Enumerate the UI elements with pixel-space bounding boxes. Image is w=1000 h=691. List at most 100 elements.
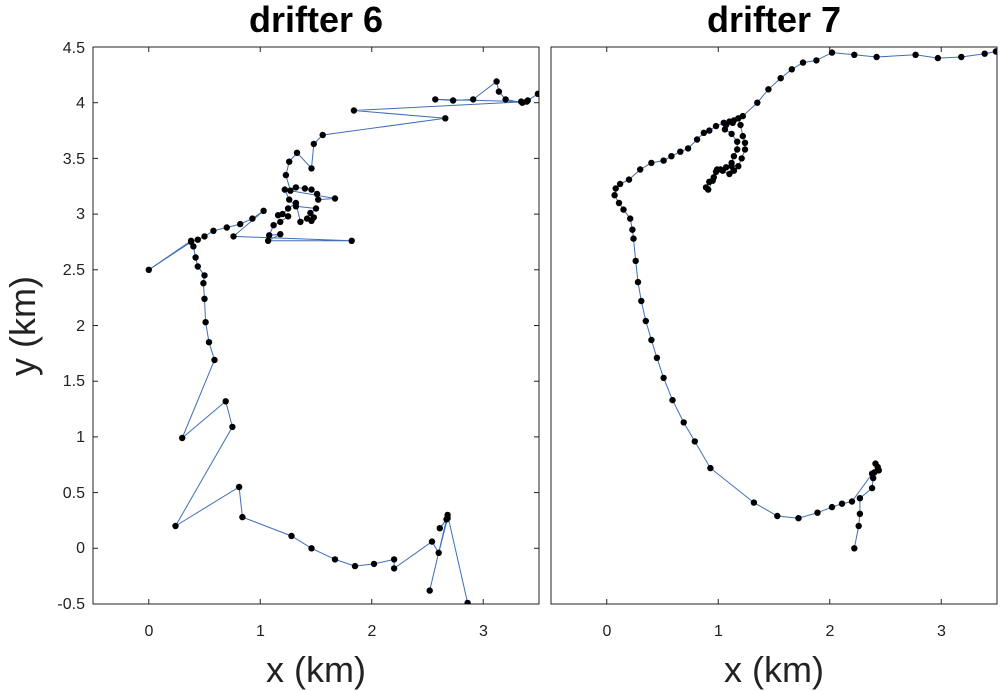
- data-point: [205, 339, 213, 346]
- x-tick-label: 0: [145, 623, 154, 640]
- data-point: [642, 317, 649, 325]
- data-point: [493, 78, 500, 85]
- data-point: [700, 129, 707, 136]
- y-tick-label: 3.5: [63, 151, 85, 168]
- y-tick-label: 4: [76, 95, 85, 112]
- data-point: [319, 131, 326, 139]
- data-point: [538, 90, 539, 96]
- data-point: [281, 186, 288, 193]
- data-point: [436, 525, 443, 532]
- data-point: [734, 138, 741, 145]
- data-point: [172, 522, 179, 530]
- data-point: [828, 503, 836, 511]
- data-point: [288, 532, 295, 540]
- x-axis-label: x (km): [266, 649, 366, 690]
- data-point: [722, 164, 730, 171]
- x-tick-label: 3: [479, 623, 488, 640]
- data-point: [799, 59, 807, 66]
- data-point: [705, 186, 712, 193]
- data-point: [194, 236, 201, 243]
- data-point: [706, 127, 713, 134]
- data-point: [270, 222, 277, 229]
- data-point: [872, 460, 879, 467]
- data-point: [741, 139, 749, 146]
- data-point: [279, 210, 286, 218]
- data-point: [730, 153, 738, 160]
- data-point: [828, 49, 836, 56]
- data-point: [313, 190, 321, 198]
- plot-area: [92, 46, 540, 605]
- data-point: [717, 166, 724, 173]
- data-point: [495, 88, 503, 95]
- data-point: [616, 180, 624, 188]
- data-point: [693, 136, 701, 143]
- data-point: [286, 196, 293, 203]
- data-point: [856, 495, 864, 502]
- data-point: [648, 159, 655, 167]
- data-point: [524, 97, 531, 104]
- data-point: [301, 185, 309, 192]
- data-point: [992, 48, 997, 55]
- data-point: [728, 159, 735, 167]
- data-point: [435, 549, 442, 556]
- data-point: [684, 145, 692, 152]
- data-point: [660, 157, 667, 164]
- tick-marks: [93, 46, 539, 605]
- data-point: [239, 513, 246, 521]
- data-point: [210, 227, 217, 234]
- data-point: [648, 336, 655, 344]
- data-point: [726, 170, 733, 178]
- data-point: [235, 483, 243, 491]
- x-axis-label: x (km): [724, 649, 824, 690]
- data-point: [848, 498, 856, 505]
- data-point: [709, 177, 716, 184]
- data-point: [737, 121, 744, 129]
- data-point: [370, 560, 378, 568]
- data-point: [287, 187, 294, 194]
- data-point: [868, 484, 876, 492]
- data-marks: [611, 48, 997, 552]
- x-tick-label: 3: [937, 623, 946, 640]
- data-point: [838, 500, 846, 507]
- data-point: [293, 149, 301, 156]
- data-point: [444, 515, 451, 522]
- data-point: [632, 257, 639, 265]
- data-point: [502, 96, 509, 103]
- data-point: [851, 545, 858, 552]
- data-point: [331, 556, 339, 563]
- data-point: [249, 215, 256, 222]
- data-point: [312, 205, 320, 212]
- data-point: [777, 75, 784, 82]
- data-point: [788, 66, 795, 73]
- data-point: [739, 132, 746, 140]
- data-point: [282, 171, 290, 179]
- data-point: [612, 185, 619, 192]
- data-point: [308, 186, 315, 193]
- data-point: [611, 192, 618, 199]
- data-point: [754, 99, 761, 106]
- data-point: [712, 122, 720, 130]
- data-point: [934, 54, 942, 62]
- data-point: [390, 565, 398, 572]
- data-point: [629, 226, 636, 233]
- data-point: [351, 562, 359, 570]
- data-point: [348, 237, 355, 244]
- data-point: [260, 207, 267, 214]
- data-point: [669, 396, 676, 404]
- data-point: [192, 254, 199, 261]
- data-point: [874, 467, 881, 474]
- data-point: [813, 57, 820, 64]
- y-tick-label: 0.5: [63, 485, 85, 502]
- data-point: [464, 599, 471, 604]
- data-point: [625, 176, 633, 183]
- data-point: [194, 263, 201, 270]
- data-point: [449, 97, 457, 104]
- x-tick-label: 0: [603, 623, 612, 640]
- data-point: [179, 434, 186, 442]
- data-point: [201, 272, 208, 279]
- y-tick-label: 2: [76, 318, 85, 335]
- data-point: [211, 356, 218, 364]
- data-point: [873, 53, 880, 61]
- data-point: [741, 146, 749, 153]
